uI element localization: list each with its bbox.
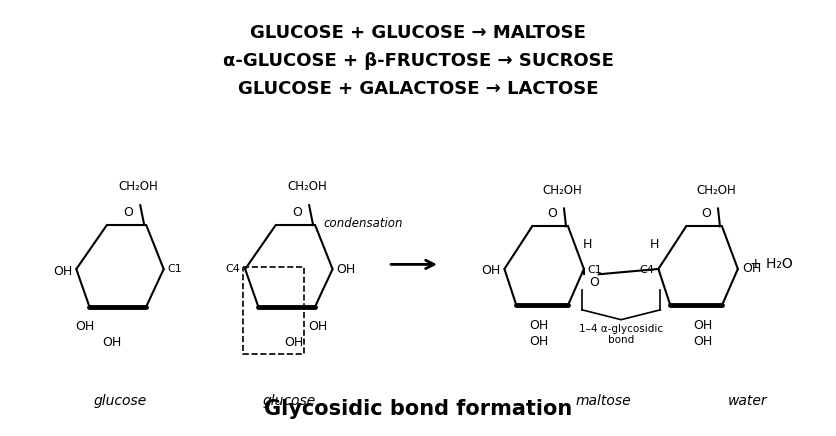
Text: C4: C4 — [640, 265, 655, 275]
Text: 1–4 α-glycosidic
bond: 1–4 α-glycosidic bond — [579, 324, 663, 345]
Text: H: H — [650, 238, 659, 251]
Text: OH: OH — [529, 319, 548, 332]
Text: CH₂OH: CH₂OH — [696, 184, 736, 197]
Text: + H₂O: + H₂O — [750, 257, 793, 271]
Text: O: O — [293, 206, 303, 219]
Text: OH: OH — [742, 262, 761, 276]
Text: OH: OH — [103, 336, 122, 349]
Text: OH: OH — [694, 335, 713, 348]
Text: water: water — [728, 394, 767, 408]
Text: O: O — [548, 208, 557, 220]
Text: maltose: maltose — [576, 394, 631, 408]
Text: C1: C1 — [588, 265, 603, 275]
Text: α-GLUCOSE + β-FRUCTOSE → SUCROSE: α-GLUCOSE + β-FRUCTOSE → SUCROSE — [222, 52, 614, 70]
Text: OH: OH — [529, 335, 548, 348]
Text: CH₂OH: CH₂OH — [543, 184, 582, 197]
Text: O: O — [124, 206, 134, 219]
Text: GLUCOSE + GALACTOSE → LACTOSE: GLUCOSE + GALACTOSE → LACTOSE — [237, 80, 599, 98]
Text: OH: OH — [53, 265, 72, 278]
Text: H: H — [584, 238, 593, 251]
Text: glucose: glucose — [263, 394, 315, 408]
Text: O: O — [589, 276, 599, 289]
Text: OH: OH — [74, 320, 94, 334]
Text: Glycosidic bond formation: Glycosidic bond formation — [264, 399, 572, 419]
Text: OH: OH — [284, 336, 303, 349]
Text: glucose: glucose — [94, 394, 146, 408]
Text: CH₂OH: CH₂OH — [288, 181, 327, 194]
Text: condensation: condensation — [323, 217, 403, 229]
Text: O: O — [701, 208, 711, 220]
Text: CH₂OH: CH₂OH — [119, 181, 158, 194]
Text: OH: OH — [482, 264, 501, 277]
Text: OH: OH — [308, 320, 328, 334]
Text: OH: OH — [694, 319, 713, 332]
Text: C1: C1 — [168, 264, 182, 274]
Bar — [243, 267, 303, 354]
Text: GLUCOSE + GLUCOSE → MALTOSE: GLUCOSE + GLUCOSE → MALTOSE — [250, 24, 586, 42]
Text: C4: C4 — [226, 264, 240, 274]
Text: OH: OH — [337, 262, 356, 276]
